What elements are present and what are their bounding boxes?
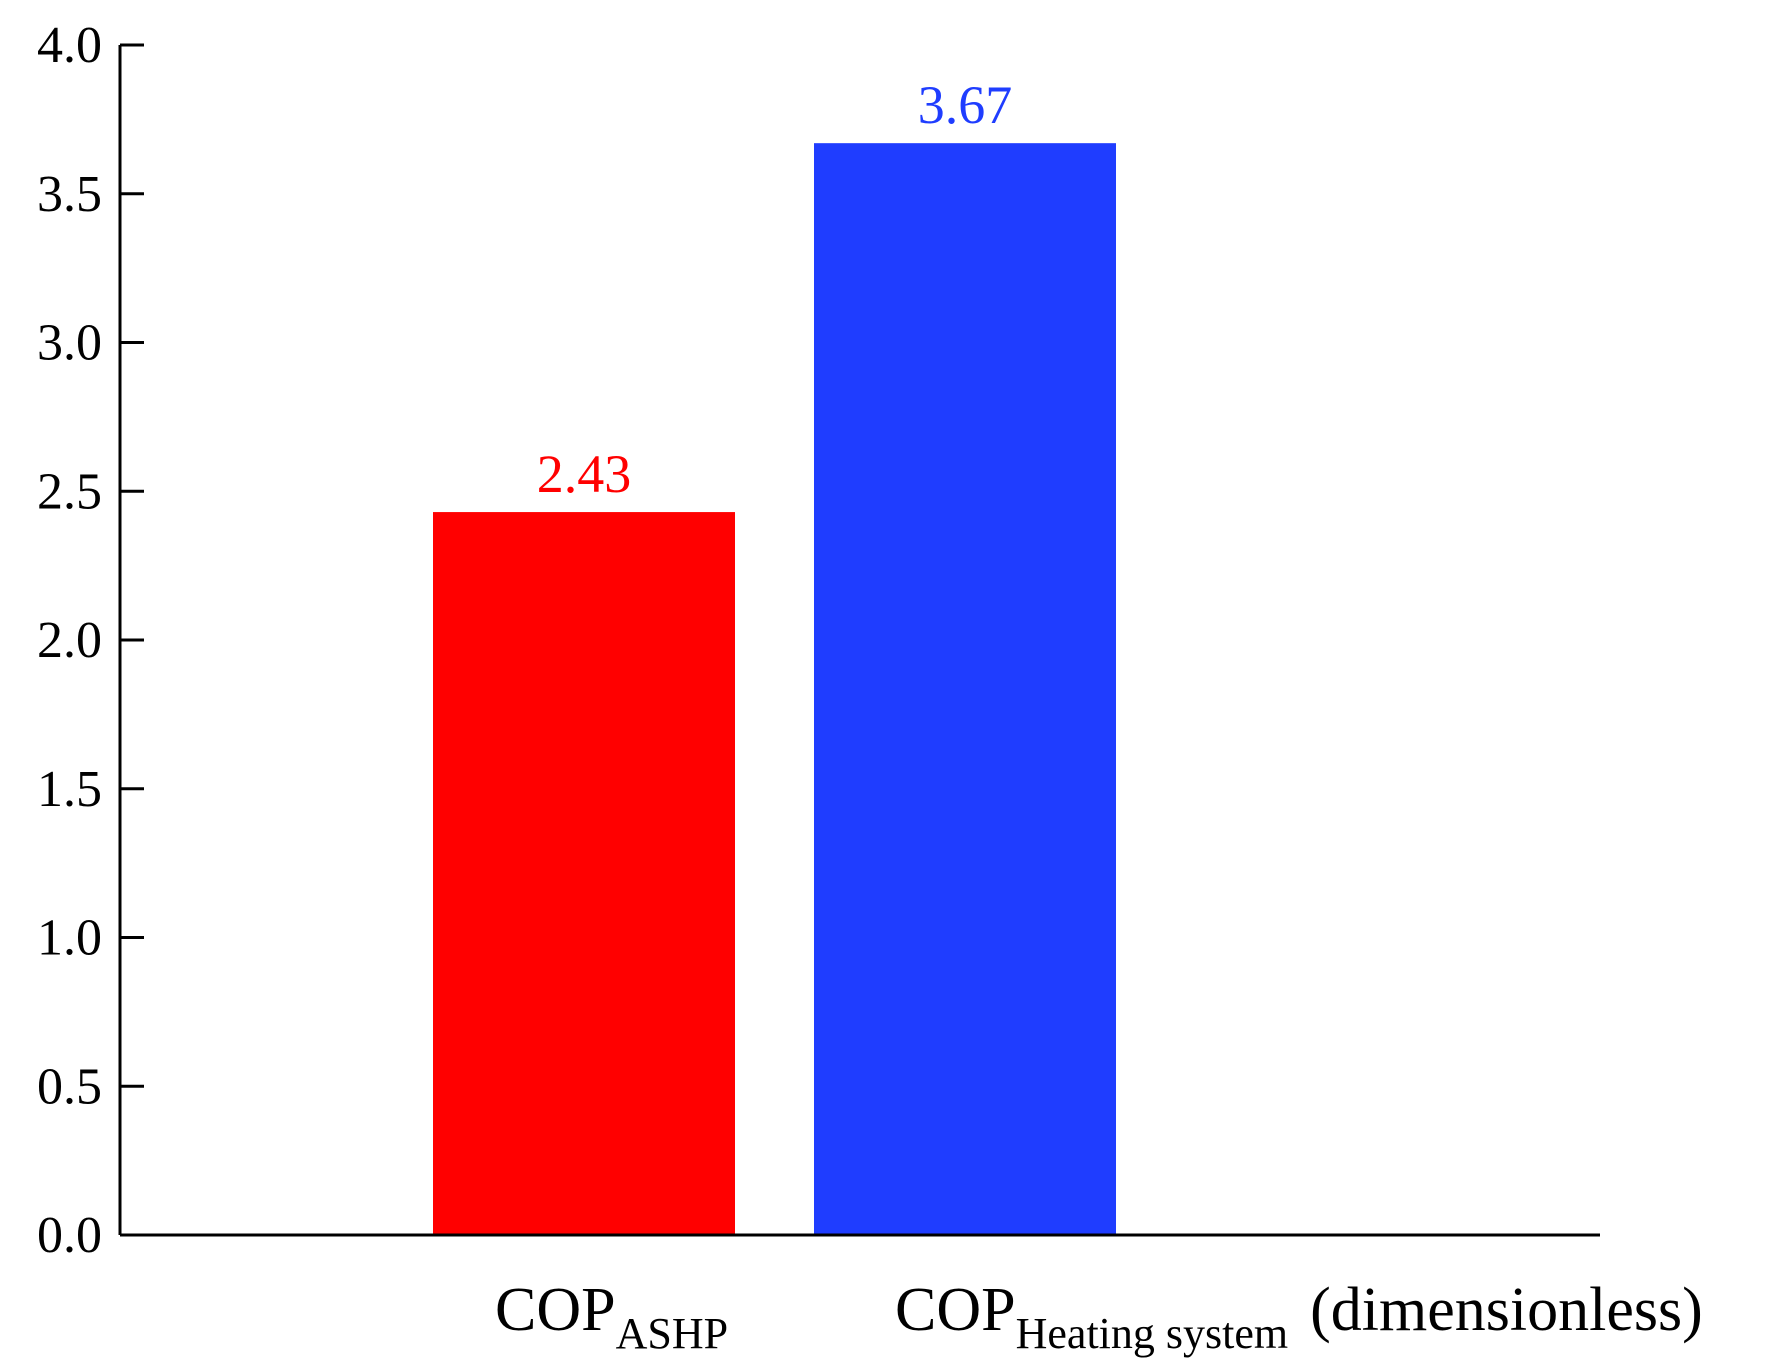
y-tick-label: 2.0 bbox=[37, 612, 102, 669]
category-label-subscript: Heating system bbox=[1016, 1309, 1289, 1358]
bar-data-label: 2.43 bbox=[537, 444, 632, 504]
data-labels: 2.43 3.67 bbox=[537, 75, 1013, 504]
y-tick-label: 3.0 bbox=[37, 315, 102, 372]
category-label: COPHeating system bbox=[895, 1276, 1288, 1358]
y-axis: 0.0 0.5 1.0 1.5 2.0 2.5 3.0 3.5 4.0 bbox=[37, 17, 144, 1264]
bar bbox=[814, 143, 1116, 1235]
category-label-main: COP bbox=[495, 1276, 616, 1344]
category-label: COPASHP bbox=[495, 1276, 728, 1358]
y-tick-label: 1.0 bbox=[37, 910, 102, 967]
bars bbox=[433, 143, 1116, 1235]
y-tick-label: 3.5 bbox=[37, 166, 102, 223]
y-tick-label: 1.5 bbox=[37, 761, 102, 818]
unit-label: (dimensionless) bbox=[1310, 1276, 1703, 1344]
bar bbox=[433, 512, 735, 1235]
y-tick-label: 0.0 bbox=[37, 1207, 102, 1264]
y-tick-label: 2.5 bbox=[37, 463, 102, 520]
bar-data-label: 3.67 bbox=[918, 75, 1013, 135]
category-label-main: COP bbox=[895, 1276, 1016, 1344]
y-tick-label: 4.0 bbox=[37, 17, 102, 74]
category-labels: COPASHP COPHeating system (dimensionless) bbox=[495, 1276, 1703, 1358]
y-tick-label: 0.5 bbox=[37, 1058, 102, 1115]
category-label-subscript: ASHP bbox=[616, 1309, 729, 1358]
